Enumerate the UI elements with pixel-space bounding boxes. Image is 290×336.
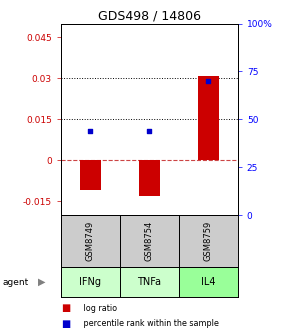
Text: log ratio: log ratio (81, 304, 117, 313)
Text: ▶: ▶ (38, 277, 45, 287)
Title: GDS498 / 14806: GDS498 / 14806 (98, 9, 201, 23)
Bar (120, 267, 179, 297)
Point (206, 78, 211, 84)
Text: percentile rank within the sample: percentile rank within the sample (81, 319, 219, 328)
Bar (198, 76, 219, 160)
Text: GSM8754: GSM8754 (145, 221, 154, 261)
Text: IL4: IL4 (201, 277, 215, 287)
Text: agent: agent (3, 278, 29, 287)
Bar (179, 215, 238, 267)
Bar (120, 215, 179, 267)
Point (88, 128, 93, 133)
Text: ■: ■ (61, 319, 70, 329)
Text: IFNg: IFNg (79, 277, 102, 287)
Text: TNFa: TNFa (137, 277, 161, 287)
Bar (139, 160, 160, 196)
Point (147, 128, 152, 133)
Text: GSM8759: GSM8759 (204, 221, 213, 261)
Text: ■: ■ (61, 303, 70, 313)
Bar (61, 267, 120, 297)
Bar (80, 160, 101, 191)
Bar (61, 215, 120, 267)
Text: GSM8749: GSM8749 (86, 221, 95, 261)
Bar (179, 267, 238, 297)
